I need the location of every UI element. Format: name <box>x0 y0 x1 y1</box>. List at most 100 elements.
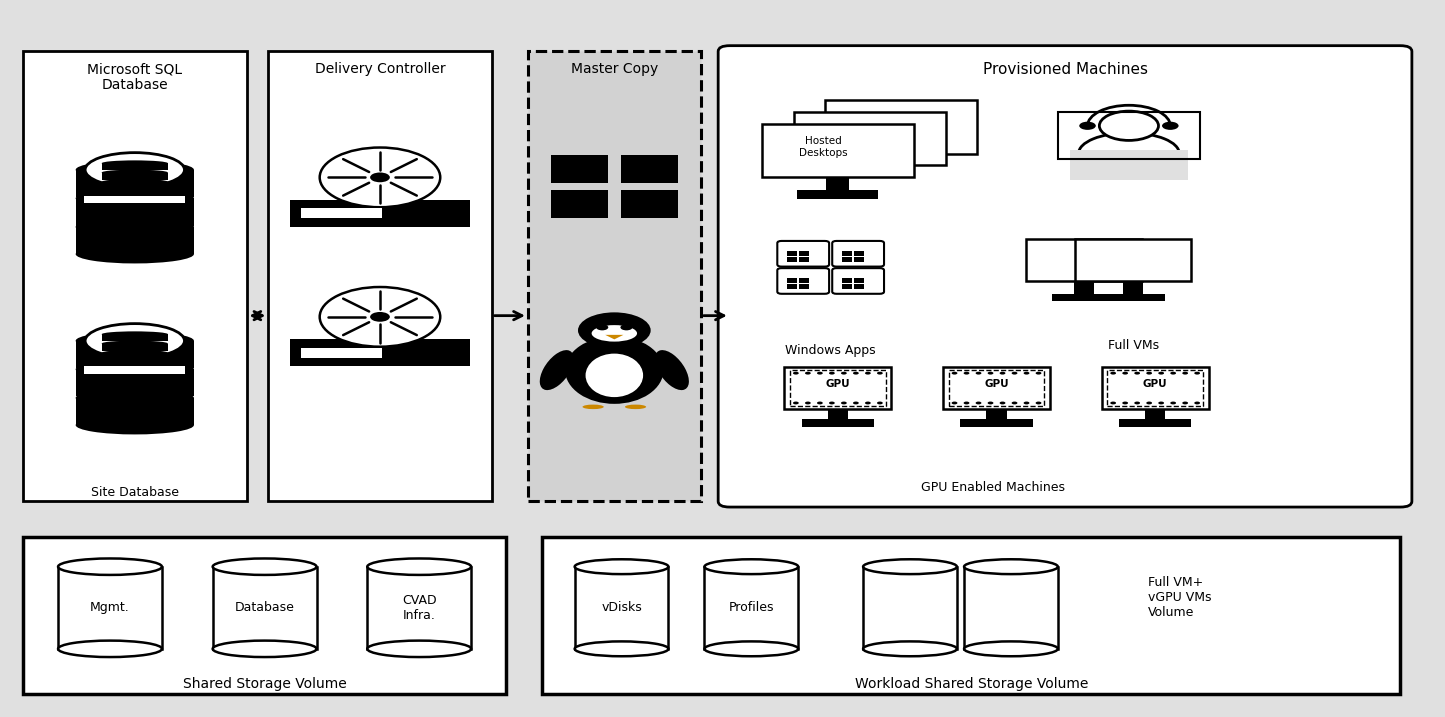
Bar <box>75 341 194 368</box>
Circle shape <box>829 371 835 374</box>
Bar <box>842 251 851 256</box>
Circle shape <box>1036 371 1042 374</box>
Bar <box>854 284 864 289</box>
Ellipse shape <box>58 640 162 657</box>
Circle shape <box>1162 122 1179 130</box>
Circle shape <box>1023 402 1029 404</box>
Ellipse shape <box>964 559 1058 574</box>
Text: vDisks: vDisks <box>601 602 642 614</box>
FancyBboxPatch shape <box>777 268 829 294</box>
Bar <box>798 190 879 199</box>
Text: Hosted
Desktops: Hosted Desktops <box>799 136 848 158</box>
Text: Microsoft SQL
Database: Microsoft SQL Database <box>87 62 182 92</box>
Circle shape <box>1011 371 1017 374</box>
Bar <box>788 257 796 262</box>
Bar <box>705 566 798 649</box>
Circle shape <box>964 371 970 374</box>
Text: Profiles: Profiles <box>728 602 775 614</box>
Text: Database: Database <box>234 602 295 614</box>
Bar <box>302 348 383 358</box>
Bar <box>799 251 809 256</box>
Ellipse shape <box>101 179 168 185</box>
Circle shape <box>1123 371 1129 374</box>
Bar <box>827 177 850 193</box>
Circle shape <box>866 402 871 404</box>
Bar <box>101 182 168 189</box>
Circle shape <box>816 371 822 374</box>
Ellipse shape <box>75 360 194 379</box>
FancyBboxPatch shape <box>777 241 829 267</box>
Ellipse shape <box>75 244 194 263</box>
Ellipse shape <box>705 642 798 656</box>
Bar <box>101 353 168 360</box>
Ellipse shape <box>101 341 168 346</box>
Circle shape <box>964 402 970 404</box>
Ellipse shape <box>75 189 194 208</box>
Text: CVAD
Infra.: CVAD Infra. <box>402 594 436 622</box>
Text: Site Database: Site Database <box>91 331 179 343</box>
Bar <box>367 566 471 649</box>
Circle shape <box>319 287 441 347</box>
Bar <box>1123 281 1143 295</box>
Circle shape <box>829 402 835 404</box>
Bar <box>290 200 470 227</box>
Ellipse shape <box>75 217 194 237</box>
Circle shape <box>1123 402 1129 404</box>
Circle shape <box>1000 371 1006 374</box>
Circle shape <box>987 402 993 404</box>
Bar <box>799 257 809 262</box>
Bar <box>785 367 892 409</box>
Bar <box>854 251 864 256</box>
Bar <box>269 52 491 501</box>
Ellipse shape <box>75 389 194 407</box>
Bar <box>793 112 945 166</box>
Ellipse shape <box>85 323 185 358</box>
Ellipse shape <box>705 559 798 574</box>
Bar <box>842 278 851 283</box>
Bar <box>1101 367 1208 409</box>
Ellipse shape <box>85 153 185 187</box>
Bar <box>961 419 1033 427</box>
Bar <box>1069 151 1188 180</box>
Ellipse shape <box>582 404 604 409</box>
Text: Provisioned Machines: Provisioned Machines <box>983 62 1147 77</box>
Bar <box>762 123 913 177</box>
Bar <box>825 100 977 153</box>
Text: Master Copy: Master Copy <box>571 62 657 76</box>
Bar <box>75 369 194 397</box>
Bar <box>1101 294 1165 301</box>
Ellipse shape <box>863 559 957 574</box>
Text: GPU: GPU <box>984 379 1009 389</box>
Bar <box>863 566 957 649</box>
Circle shape <box>841 371 847 374</box>
Ellipse shape <box>75 416 194 435</box>
Ellipse shape <box>655 350 689 390</box>
Ellipse shape <box>575 642 669 656</box>
Circle shape <box>853 402 858 404</box>
Circle shape <box>1100 111 1159 141</box>
Text: Shared Storage Volume: Shared Storage Volume <box>182 677 347 690</box>
Text: Site Database: Site Database <box>91 486 179 499</box>
Bar <box>1075 239 1191 281</box>
Circle shape <box>1134 371 1140 374</box>
Bar <box>75 170 194 197</box>
Ellipse shape <box>75 161 194 179</box>
Ellipse shape <box>212 640 316 657</box>
Bar <box>84 366 185 374</box>
Bar <box>828 409 848 422</box>
Ellipse shape <box>101 350 168 356</box>
Circle shape <box>841 402 847 404</box>
Bar <box>212 566 316 649</box>
Bar <box>802 419 874 427</box>
Circle shape <box>952 371 958 374</box>
Bar <box>101 343 168 351</box>
Circle shape <box>816 402 822 404</box>
Circle shape <box>578 313 650 348</box>
Circle shape <box>793 402 799 404</box>
Bar <box>101 163 168 171</box>
Bar <box>854 278 864 283</box>
Bar <box>527 52 701 501</box>
FancyBboxPatch shape <box>6 19 1426 523</box>
Circle shape <box>877 402 883 404</box>
Text: Workload Shared Storage Volume: Workload Shared Storage Volume <box>854 677 1088 690</box>
